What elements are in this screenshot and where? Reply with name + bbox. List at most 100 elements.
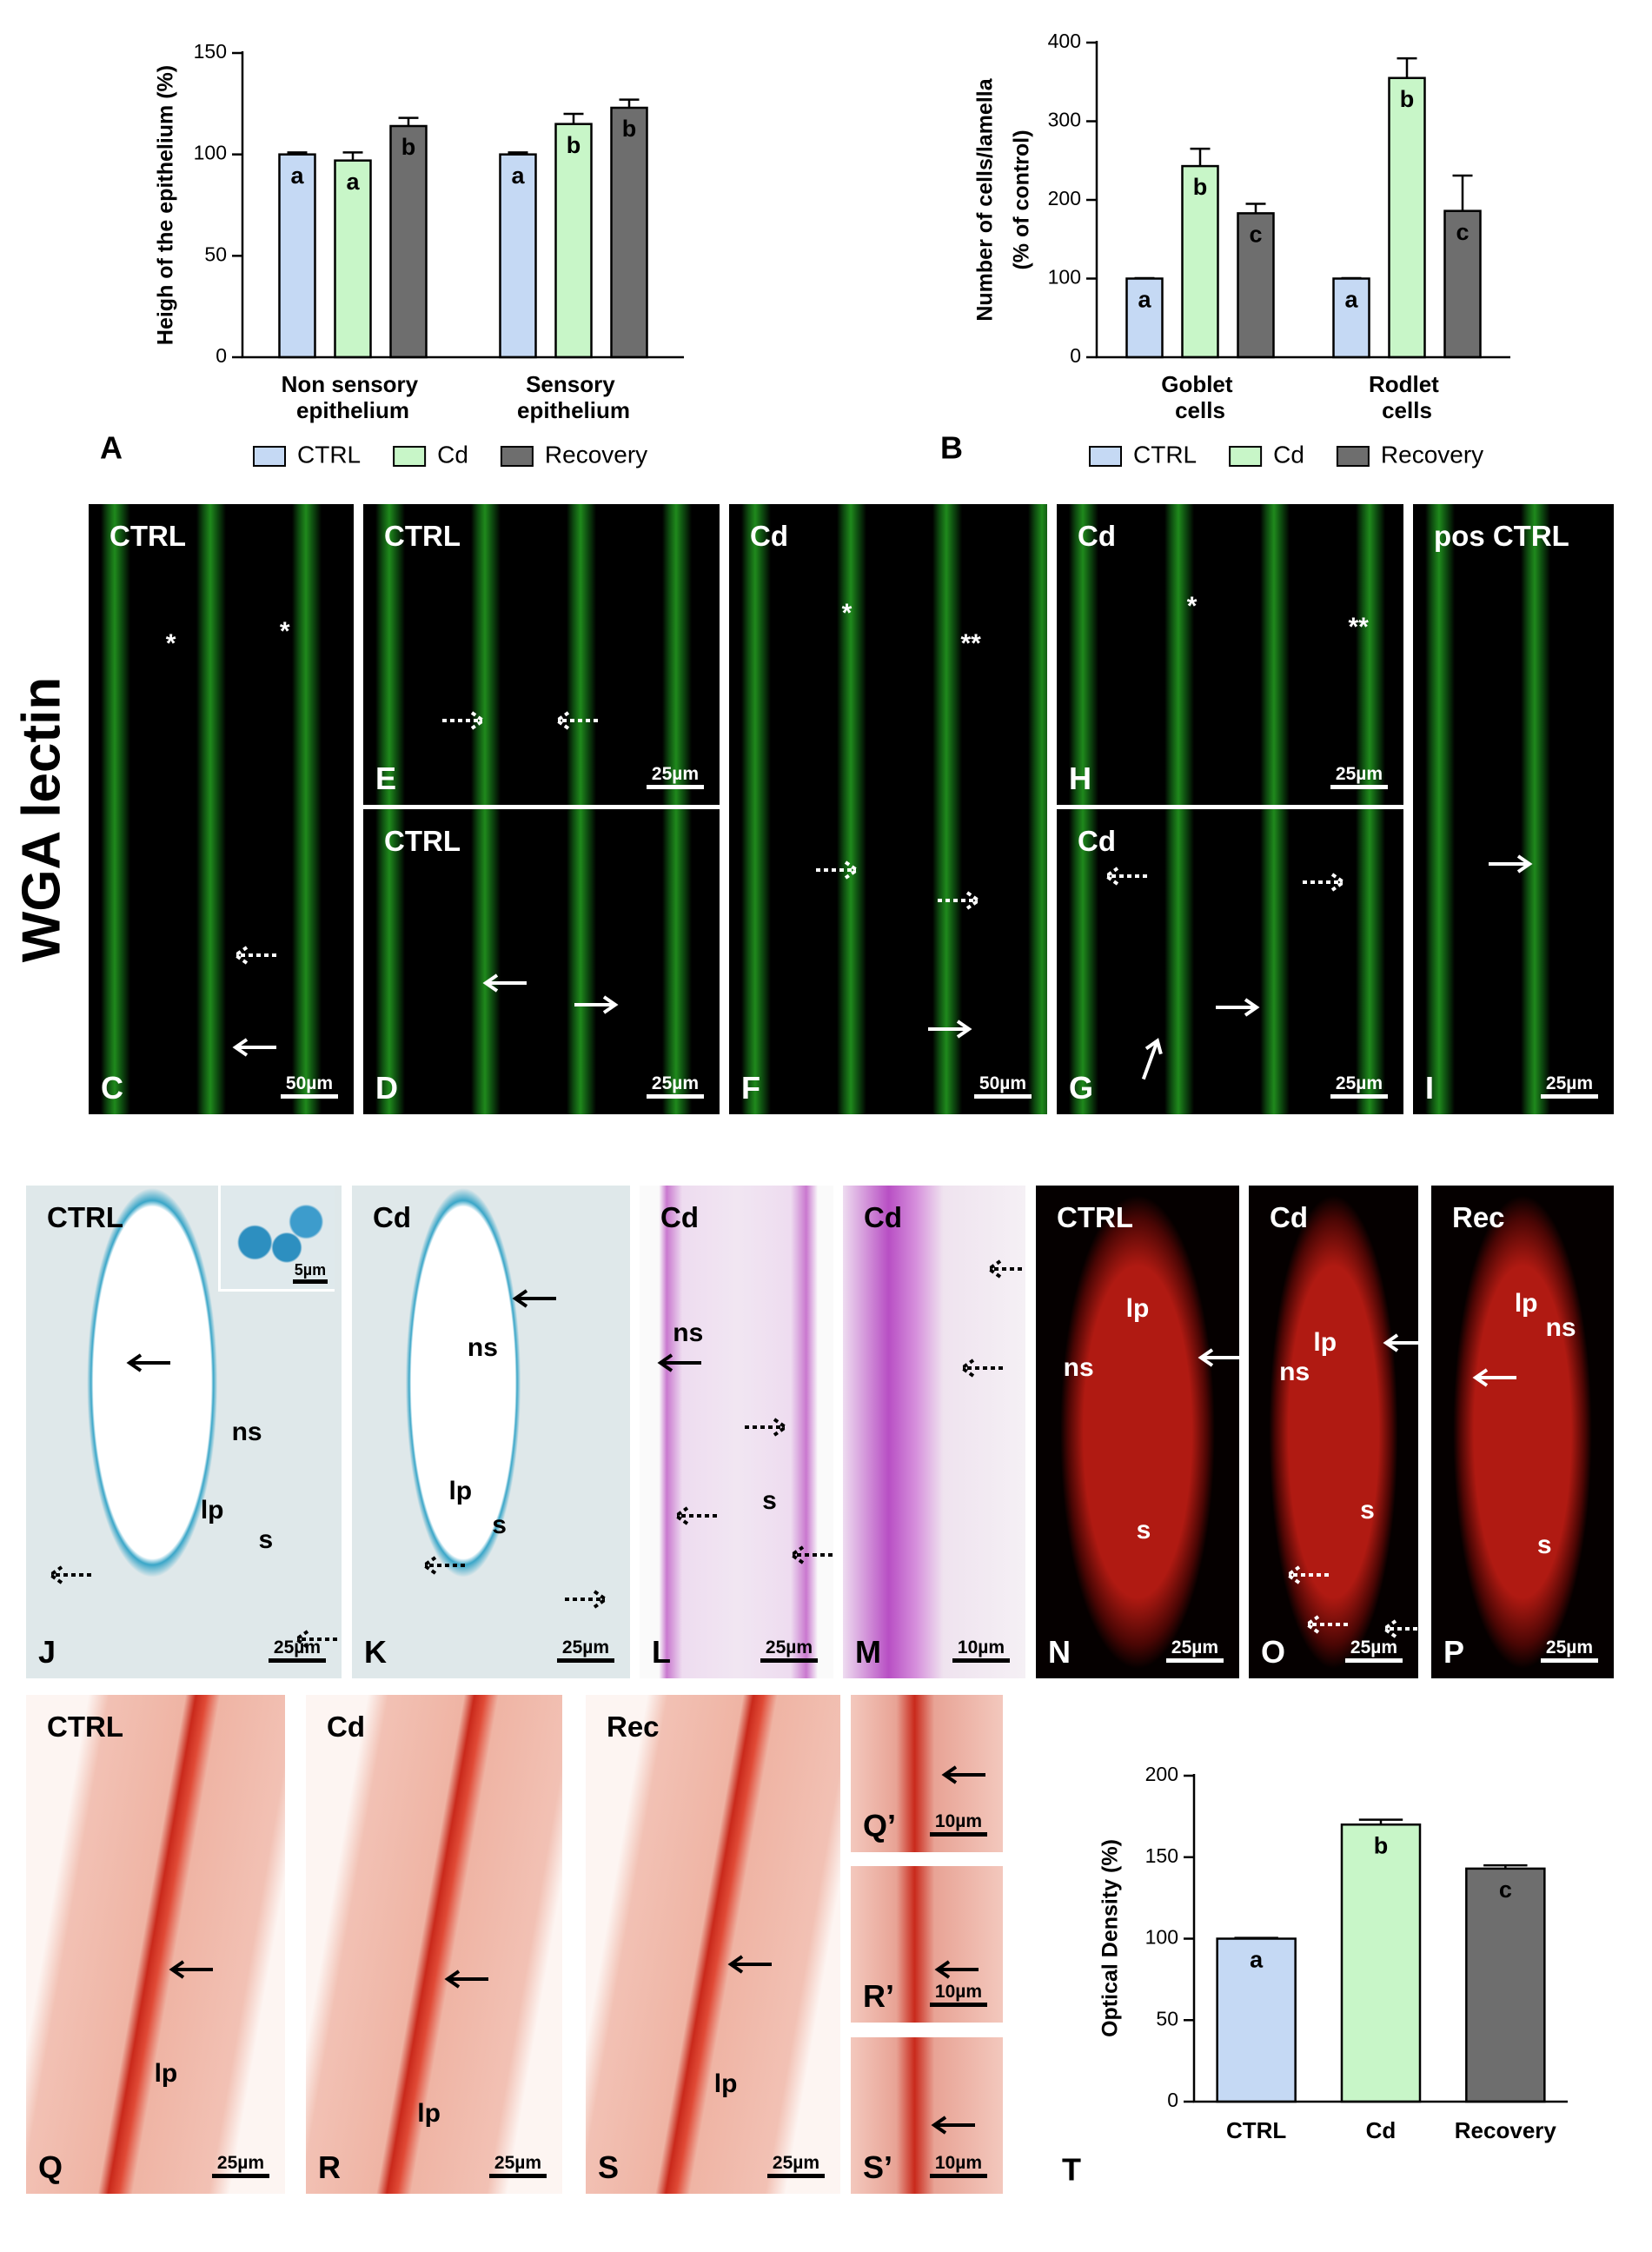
scale-line — [930, 2174, 987, 2178]
micrograph: R’ 10µm — [851, 1866, 1003, 2023]
scale-line — [1330, 785, 1388, 789]
side-label: WGA lectin — [11, 677, 71, 962]
scale-line — [269, 1658, 326, 1663]
panel-tag: CTRL — [1057, 1201, 1133, 1233]
y-tick-label: 50 — [204, 242, 227, 265]
bar — [1465, 1867, 1546, 2103]
bar — [1332, 277, 1370, 359]
scale-line — [1541, 1658, 1598, 1663]
scale-label: 10µm — [934, 2153, 983, 2173]
significance-letter: b — [622, 116, 637, 142]
arrow — [169, 1960, 213, 1979]
panel-letter: F — [741, 1070, 760, 1106]
annotation: ns — [1063, 1352, 1094, 1382]
bar — [610, 106, 648, 359]
scale-line — [974, 1094, 1032, 1099]
scale-line — [1541, 1094, 1598, 1099]
y-tick-label: 0 — [1070, 344, 1081, 367]
panel-tag: Rec — [607, 1711, 660, 1743]
micrograph: CTRL lp Q 25µm — [26, 1695, 285, 2194]
micrograph: Cd G 25µm — [1057, 809, 1403, 1114]
scale-line — [647, 1094, 704, 1099]
micrograph: Rec lp ns s P 25µm — [1431, 1186, 1614, 1678]
y-axis-title: (% of control) — [1010, 130, 1034, 269]
y-tick-label: 400 — [1048, 30, 1081, 52]
arrow — [1284, 1565, 1330, 1584]
significance-letter: a — [1138, 287, 1151, 313]
y-tick-label: 150 — [194, 40, 227, 63]
error-bar — [619, 98, 640, 108]
significance-letter: b — [1374, 1832, 1389, 1858]
arrow — [1216, 998, 1260, 1017]
arrow — [126, 1353, 170, 1372]
scale-bar: 10µm — [952, 1638, 1010, 1663]
scale-bar: 25µm — [1345, 1638, 1403, 1663]
panel-letter: B — [940, 430, 963, 466]
micrograph: Cd lp ns s O 25µm — [1249, 1186, 1418, 1678]
error-bar — [1397, 56, 1417, 78]
legend-swatch — [253, 446, 286, 467]
bar — [334, 159, 372, 359]
error-bar — [563, 112, 584, 124]
panel-tag: Cd — [1270, 1201, 1308, 1233]
panel-letter: Q — [38, 2149, 63, 2185]
y-tick-label: 0 — [1167, 2089, 1178, 2111]
scale-label: 25µm — [651, 764, 700, 784]
micrograph: CTRL D 25µm — [363, 809, 720, 1114]
panel-letter: I — [1425, 1070, 1435, 1106]
annotation: s — [492, 1511, 507, 1540]
panel-tag: Cd — [1078, 825, 1116, 857]
legend-label: CTRL — [297, 441, 361, 468]
legend-swatch — [1336, 446, 1370, 467]
panel-letter: C — [101, 1070, 123, 1106]
arrow — [1383, 1333, 1418, 1353]
panel-tag: CTRL — [47, 1201, 123, 1233]
axes — [1095, 41, 1510, 359]
panel-tag: Cd — [660, 1201, 699, 1233]
y-tick-label: 100 — [1048, 266, 1081, 289]
arrow — [1488, 854, 1533, 874]
scale-label: 5µm — [294, 1261, 327, 1279]
annotation: s — [258, 1525, 274, 1555]
scale-line — [281, 1094, 338, 1099]
annotation: * — [279, 617, 290, 647]
arrow — [444, 1970, 488, 1989]
annotation: * — [1186, 591, 1198, 621]
scale-line — [293, 1279, 328, 1284]
arrow — [421, 1555, 465, 1575]
scale-label: 25µm — [1335, 764, 1383, 784]
bar — [1388, 76, 1426, 359]
micrograph: Rec lp S 25µm — [586, 1695, 840, 2194]
annotation: lp — [1313, 1328, 1337, 1358]
scale-bar: 25µm — [1330, 1074, 1388, 1099]
panel-letter: P — [1443, 1634, 1465, 1670]
legend-label: Recovery — [1381, 441, 1483, 468]
scale-bar: 25µm — [1541, 1074, 1598, 1099]
significance-letter: c — [1499, 1877, 1512, 1903]
error-bar — [1190, 147, 1211, 167]
panel-letter: A — [100, 430, 123, 466]
error-bar — [1358, 1818, 1403, 1825]
panel-tag: CTRL — [47, 1711, 123, 1743]
scale-label: 25µm — [1350, 1638, 1398, 1657]
scale-bar: 25µm — [489, 2154, 547, 2178]
micrograph: Cd lp R 25µm — [306, 1695, 562, 2194]
arrow — [512, 1289, 557, 1309]
arrow — [1198, 1348, 1239, 1368]
scale-label: 25µm — [1545, 1638, 1594, 1657]
significance-letter: b — [567, 132, 581, 158]
annotation: s — [1360, 1496, 1375, 1525]
panel-tag: Cd — [327, 1711, 365, 1743]
scale-label: 25µm — [772, 2153, 820, 2173]
scale-line — [489, 2174, 547, 2178]
scale-bar: 25µm — [647, 765, 704, 789]
scale-line — [1345, 1658, 1403, 1663]
legend-swatch — [500, 446, 534, 467]
scale-bar: 25µm — [1541, 1638, 1598, 1663]
y-tick-label: 200 — [1048, 187, 1081, 209]
panel-letter: G — [1069, 1070, 1094, 1106]
annotation: ns — [467, 1333, 498, 1363]
scale-bar: 10µm — [930, 1812, 987, 1837]
arrow — [727, 1955, 773, 1974]
scale-bar: 25µm — [1330, 765, 1388, 789]
